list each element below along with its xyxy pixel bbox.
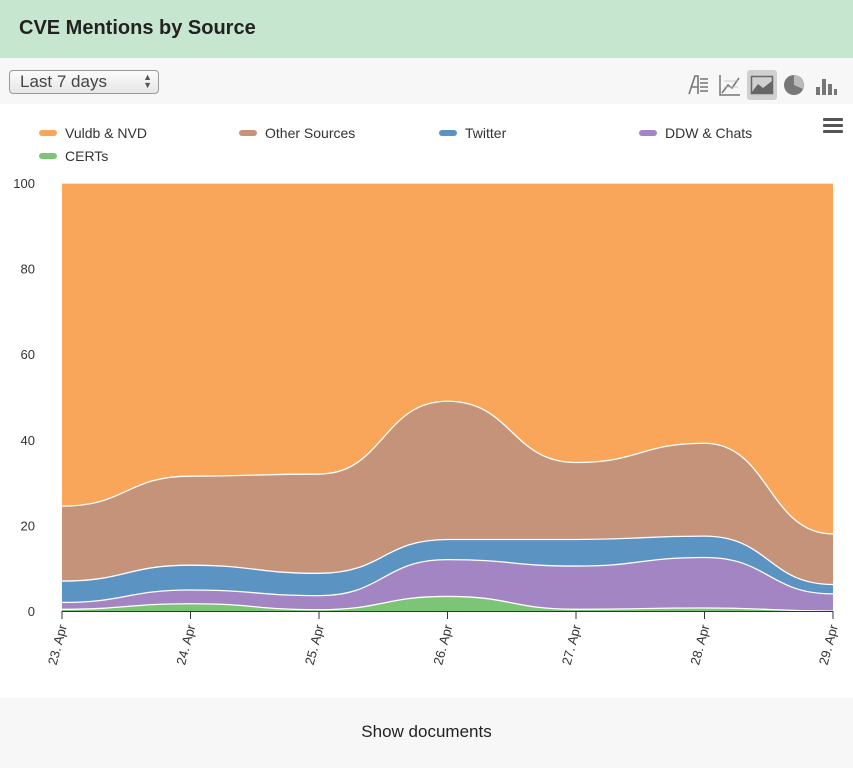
area-chart-icon [750,75,774,95]
legend-item-other-sources[interactable]: Other Sources [239,125,355,141]
x-tick-label: 28. Apr [687,622,712,666]
y-tick-label: 20 [21,518,35,533]
area-twitter [62,536,833,603]
date-range-select[interactable]: Last 7 days ▲ ▼ [9,70,159,94]
x-tick-label: 23. Apr [45,622,70,666]
widget-header: CVE Mentions by Source [0,0,853,58]
legend-item-certs[interactable]: CERTs [39,148,108,164]
area-ddw-chats [62,557,833,611]
area-vuldb-nvd [62,183,833,534]
x-tick-label: 24. Apr [173,622,198,666]
legend-label: Twitter [465,125,507,141]
legend-swatch [39,153,57,160]
widget-title: CVE Mentions by Source [19,17,256,39]
legend-swatch [39,130,57,137]
select-arrows-icon: ▲ ▼ [143,72,152,90]
date-range-value: Last 7 days [20,72,107,91]
legend-item-twitter[interactable]: Twitter [439,125,506,141]
show-documents-button[interactable]: Show documents [361,722,492,741]
area-chart: 0 20 40 60 80 100 23. Apr 24. Apr 25. Apr 26. Apr… [13,176,841,667]
line-chart-icon [719,75,740,96]
legend-swatch [439,130,457,137]
x-tick-label: 25. Apr [302,622,327,666]
y-tick-label: 0 [28,604,35,619]
bar-chart-button[interactable] [811,70,841,100]
pie-chart-icon [784,75,804,95]
y-tick-label: 100 [13,176,35,191]
area-other-sources [62,401,833,585]
pie-chart-button[interactable] [779,70,809,100]
area-chart-button[interactable] [747,70,777,100]
legend-label: Other Sources [265,125,356,141]
legend-item-vuldb-nvd[interactable]: Vuldb & NVD [39,125,147,141]
bar-chart-icon [816,79,837,95]
series-line-ddw-chats [61,556,834,604]
y-tick-label: 40 [21,433,35,448]
x-tick-label: 27. Apr [559,622,584,666]
line-chart-button[interactable] [715,70,745,100]
toolbar: Last 7 days ▲ ▼ [0,58,853,104]
y-tick-label: 60 [21,347,35,362]
footer: Show documents [0,698,853,768]
x-tick-label: 26. Apr [430,622,455,666]
chart-menu-icon[interactable] [823,118,843,134]
y-tick-label: 80 [21,262,35,277]
legend-label: DDW & Chats [665,125,753,141]
x-tick-label: 29. Apr [816,622,841,666]
series-line-certs [61,595,834,612]
text-view-button[interactable] [683,70,713,100]
legend-label: CERTs [65,148,109,164]
legend-swatch [639,130,657,137]
legend-item-ddw-chats[interactable]: DDW & Chats [639,125,752,141]
legend-label: Vuldb & NVD [65,125,147,141]
legend-swatch [239,130,257,137]
text-view-icon [688,75,708,95]
series-line-twitter [61,535,834,586]
series-line-other-sources [61,400,834,535]
